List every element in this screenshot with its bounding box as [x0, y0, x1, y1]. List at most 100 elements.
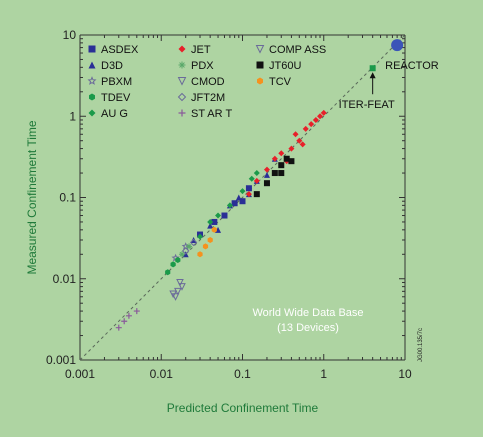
legend-label-d3d: D3D — [101, 60, 123, 72]
jt60u-point — [288, 158, 295, 165]
legend-label-tdev: TDEV — [101, 92, 131, 104]
jet-point — [253, 177, 260, 184]
legend-marker-jt60u — [256, 61, 264, 69]
jft2m-point — [182, 247, 190, 255]
legend-marker-jft2m — [177, 92, 187, 102]
au-g-point — [215, 212, 222, 219]
au-g-point — [207, 218, 214, 225]
legend-marker-jet — [178, 45, 186, 53]
comp-ass-point — [176, 278, 184, 287]
st-ar-t-point — [121, 318, 128, 325]
legend-label-jt60u: JT60U — [269, 60, 301, 72]
pdx-point — [178, 251, 185, 258]
y-axis-label: Measured Confinement Time — [25, 120, 39, 274]
legend-label-jft2m: JFT2M — [191, 92, 225, 104]
jet-point — [308, 121, 315, 128]
jt60u-point — [253, 191, 260, 198]
legend-marker-asdex — [88, 45, 96, 53]
st-ar-t-point — [115, 324, 122, 331]
y-tick-label: 0.01 — [53, 272, 77, 286]
jet-point — [317, 113, 324, 120]
legend-marker-cmod — [177, 77, 187, 86]
jft2m-point — [189, 238, 198, 247]
x-tick-label: 0.001 — [65, 367, 95, 381]
x-tick-label: 10 — [398, 367, 412, 381]
legend-marker-d3d — [88, 61, 96, 69]
figure-code: JG00.135/7c — [418, 328, 424, 362]
asdex-point — [211, 218, 218, 225]
d3d-point — [235, 194, 242, 201]
jt60u-point — [278, 170, 285, 177]
legend-marker-comp-ass — [255, 45, 265, 54]
y-tick-label: 0.1 — [59, 191, 76, 205]
asdex-point — [239, 198, 246, 205]
jet-point — [312, 116, 319, 123]
asdex-point — [221, 212, 228, 219]
cmod-point — [178, 283, 186, 291]
asdex-point — [245, 185, 252, 192]
jt60u-point — [283, 155, 290, 162]
tdev-point — [170, 261, 176, 268]
y-tick-label: 1 — [69, 109, 76, 123]
jet-point — [320, 109, 327, 116]
d3d-point — [207, 222, 214, 229]
jet-point — [292, 131, 299, 138]
jet-point — [245, 191, 252, 198]
iter-arrow-head — [369, 72, 376, 79]
legend-marker-pbxm — [87, 76, 97, 85]
jet-point — [288, 145, 295, 152]
au-g-point — [253, 170, 260, 177]
y-tick-label: 10 — [63, 28, 77, 42]
tdev-point — [165, 269, 171, 276]
tdev-point — [175, 257, 181, 263]
jt60u-point — [263, 180, 270, 187]
legend-label-pbxm: PBXM — [101, 76, 132, 88]
reactor-label: REACTOR — [385, 60, 439, 72]
x-tick-label: 1 — [320, 367, 327, 381]
x-tick-label: 0.1 — [234, 367, 251, 381]
inset-title: World Wide Data Base — [252, 307, 363, 319]
highlight-point — [369, 65, 376, 72]
legend-marker-au-g — [88, 109, 96, 117]
legend-marker-pdx — [178, 61, 186, 69]
jet-point — [296, 137, 303, 144]
tcv-point — [207, 237, 213, 243]
jt60u-point — [271, 170, 278, 177]
jet-point — [302, 125, 309, 132]
legend-label-tcv: TCV — [269, 76, 292, 88]
st-ar-t-point — [133, 308, 140, 315]
jet-point — [278, 150, 285, 157]
tcv-point — [197, 251, 203, 258]
legend-label-au-g: AU G — [101, 108, 128, 120]
au-g-point — [226, 202, 233, 209]
asdex-point — [231, 200, 238, 207]
st-ar-t-point — [125, 312, 132, 319]
cmod-point — [171, 293, 180, 301]
au-g-point — [197, 233, 204, 240]
identity-reference-line — [79, 34, 406, 361]
x-axis-label: Predicted Confinement Time — [167, 401, 319, 415]
inset-subtitle: (13 Devices) — [277, 322, 339, 334]
legend-label-asdex: ASDEX — [101, 44, 139, 56]
tcv-point — [202, 243, 209, 250]
jet-point — [299, 141, 306, 148]
d3d-point — [263, 171, 270, 178]
comp-ass-point — [169, 290, 177, 299]
legend-label-jet: JET — [191, 44, 211, 56]
au-g-point — [239, 188, 246, 195]
iter-feat-label: ITER-FEAT — [339, 99, 395, 111]
jet-point — [263, 166, 270, 173]
legend-label-cmod: CMOD — [191, 76, 225, 88]
legend-marker-tdev — [89, 93, 95, 101]
jet-point — [271, 155, 278, 162]
jt60u-point — [278, 162, 285, 169]
tcv-point — [211, 226, 217, 233]
au-g-point — [248, 175, 255, 182]
pdx-point — [186, 243, 193, 250]
y-tick-label: 0.001 — [46, 353, 76, 367]
legend-marker-st-ar-t — [178, 109, 186, 117]
legend-label-comp-ass: COMP ASS — [269, 44, 326, 56]
highlight-point — [391, 39, 404, 52]
